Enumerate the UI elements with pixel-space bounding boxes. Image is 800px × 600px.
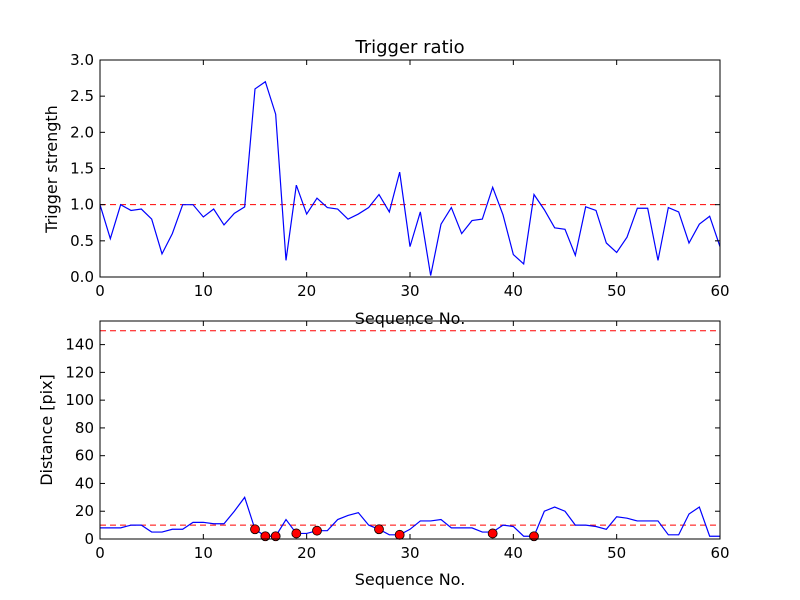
x-tick-label: 20 [297, 282, 316, 300]
plot-frame [99, 59, 721, 278]
x-ticks: 0 10 20 30 40 50 60 [95, 321, 730, 562]
data-point [487, 528, 498, 539]
data-point [260, 531, 271, 542]
y-tick-label: 140 [65, 336, 94, 354]
x-tick-label: 60 [710, 282, 729, 300]
y-ticks: 0 20 40 60 80 100 120 140 [65, 336, 720, 548]
x-tick-label: 10 [194, 544, 213, 562]
distance-panel: 0 10 20 30 40 50 60 0 20 40 60 80 100 120 140 Sequenc… [37, 320, 730, 589]
data-point [291, 528, 302, 539]
y-tick-label: 2.5 [70, 87, 94, 105]
x-tick-label: 30 [400, 544, 419, 562]
x-tick-label: 0 [95, 282, 105, 300]
y-tick-label: 1.0 [70, 196, 94, 214]
markers [250, 524, 539, 542]
y-tick-label: 3.0 [70, 51, 94, 69]
y-axis-label: Distance [pix] [37, 374, 56, 486]
y-tick-label: 2.0 [70, 123, 94, 141]
y-tick-label: 60 [75, 447, 94, 465]
data-point [529, 531, 539, 542]
y-tick-label: 20 [75, 502, 94, 520]
series-lines [100, 496, 720, 537]
x-tick-label: 50 [607, 282, 626, 300]
y-tick-label: 0.5 [70, 232, 94, 250]
data-point [394, 529, 405, 540]
x-tick-label: 20 [297, 544, 316, 562]
data-point [250, 524, 260, 535]
x-axis-label: Sequence No. [355, 570, 466, 589]
plot-frame [99, 320, 721, 540]
x-tick-label: 30 [400, 282, 419, 300]
y-ticks: 0.0 0.5 1.0 1.5 2.0 2.5 3.0 [70, 51, 720, 286]
y-tick-label: 120 [65, 363, 94, 381]
series-line [99, 80, 721, 276]
y-tick-label: 80 [75, 419, 94, 437]
y-tick-label: 0 [84, 530, 94, 548]
y-tick-label: 1.5 [70, 160, 94, 178]
y-tick-label: 100 [65, 391, 94, 409]
chart-title: Trigger ratio [354, 37, 464, 58]
threshold-lines [100, 330, 720, 526]
trigger-ratio-panel: Trigger ratio 0 10 20 30 40 50 60 0.0 0.5 1.0 1.5… [42, 37, 730, 328]
data-point [270, 531, 281, 542]
x-tick-label: 40 [504, 282, 523, 300]
x-tick-label: 10 [194, 282, 213, 300]
data-point [374, 524, 384, 535]
x-tick-label: 50 [607, 544, 626, 562]
x-tick-label: 0 [95, 544, 105, 562]
y-tick-label: 0.0 [70, 268, 94, 286]
x-ticks: 0 10 20 30 40 50 60 [95, 60, 730, 300]
data-point [312, 525, 322, 536]
x-axis-label: Sequence No. [355, 309, 466, 328]
x-tick-label: 40 [504, 544, 523, 562]
x-tick-label: 60 [710, 544, 729, 562]
series-lines [99, 80, 721, 276]
y-axis-label: Trigger strength [42, 105, 61, 234]
series-line [100, 496, 720, 537]
y-tick-label: 40 [75, 474, 94, 492]
